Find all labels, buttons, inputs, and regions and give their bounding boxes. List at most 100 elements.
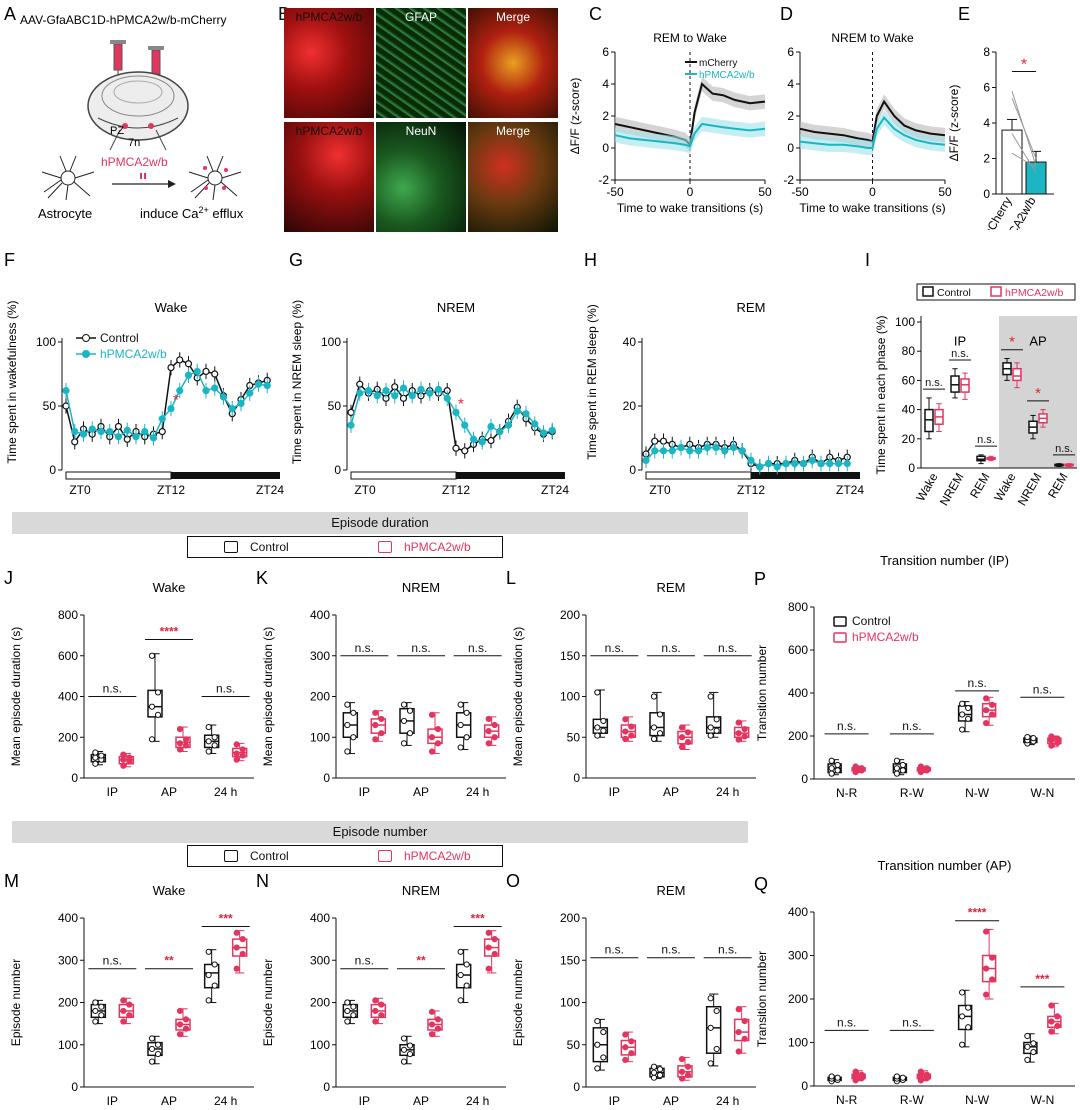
y-tick-label: 400 [58, 690, 78, 704]
chart-title: Transition number (IP) [880, 553, 1009, 568]
data-point [176, 1031, 184, 1038]
data-point [98, 1012, 105, 1019]
data-point [193, 367, 201, 376]
data-point [773, 463, 781, 471]
panel-f: F Wake 0 50 100 Time spent in wakefulness (%)… [4, 250, 284, 497]
data-point [114, 433, 123, 441]
y-tick-label: 20 [623, 399, 637, 413]
sig-label: *** [471, 911, 485, 925]
data-point [828, 757, 835, 764]
brain-slice-icon [87, 71, 189, 151]
phase-label: AP [1029, 333, 1046, 348]
data-point [211, 742, 218, 749]
y-axis-label: ΔF/F (z-score) [568, 78, 582, 155]
data-point [1030, 1040, 1037, 1047]
series-line [614, 122, 766, 148]
data-point [106, 428, 114, 436]
data-point [457, 948, 464, 955]
legend-marker [82, 350, 90, 358]
micrograph-label: Merge [495, 10, 530, 24]
data-point [491, 936, 498, 943]
x-tick-label: N-R [836, 1093, 858, 1107]
data-point [741, 733, 748, 740]
data-point [344, 1007, 351, 1015]
pump-label: hPMCA2w/b [101, 155, 168, 169]
x-tick-label: ZT12 [157, 483, 185, 497]
sig-label: ** [416, 954, 426, 968]
sig-label: n.s. [411, 641, 430, 655]
data-point [989, 701, 996, 708]
data-point [713, 727, 720, 734]
data-point [989, 954, 996, 961]
box [957, 1004, 973, 1031]
y-tick-label: 2 [983, 152, 990, 166]
panel-p: P Transition number (IP) 0 200 400 600 800 Tran… [754, 553, 1075, 800]
sig-label: n.s. [837, 1015, 856, 1029]
panel-m: M Wake 0 100 200 300 400 Episode number IP n.s. AP… [4, 871, 254, 1108]
y-tick-label: 80 [902, 344, 916, 358]
legend-label: Control [100, 331, 139, 345]
data-point [834, 761, 841, 769]
data-point [1030, 1048, 1037, 1056]
data-point [184, 360, 193, 368]
data-point [344, 701, 351, 708]
data-point [148, 1035, 156, 1042]
data-point [622, 1044, 629, 1051]
chart-title: Wake [153, 883, 186, 898]
legend-label: hPMCA2w/b [699, 70, 755, 81]
legend-swatch [833, 616, 847, 627]
x-tick-label: ZT0 [354, 483, 376, 497]
data-point [428, 748, 436, 755]
y-tick-label: 100 [321, 335, 341, 349]
x-tick-label: AP [413, 785, 429, 799]
sig-label: n.s. [661, 641, 680, 655]
data-point [707, 1024, 714, 1031]
panel-letter: I [865, 250, 870, 270]
data-point [656, 711, 664, 718]
sig-label: ** [164, 954, 174, 968]
y-tick-label: 2 [602, 109, 609, 123]
data-point [406, 730, 414, 737]
data-point [211, 734, 218, 741]
data-point [408, 392, 416, 400]
legend-box: Control hPMCA2w/b [187, 845, 503, 867]
astrocyte-icon [41, 155, 95, 201]
y-tick-label: 200 [560, 911, 580, 925]
x-tick-label: AP [413, 1094, 429, 1108]
micrograph-label: GFAP [404, 10, 437, 24]
data-point [158, 415, 166, 423]
data-point [457, 701, 464, 708]
data-point [120, 1007, 127, 1015]
data-point [372, 1018, 379, 1025]
data-point [205, 948, 212, 955]
data-point [983, 965, 990, 972]
data-point [182, 742, 190, 749]
panel-i: I Control hPMCA2w/b 0 20 40 60 80 100 Time spent … [865, 250, 1077, 508]
data-point [434, 385, 443, 393]
data-point [594, 1065, 601, 1072]
data-point [428, 1008, 436, 1015]
banner-label: Episode number [332, 824, 428, 839]
data-point [356, 389, 364, 397]
box [1023, 1041, 1038, 1055]
data-point [92, 1018, 99, 1025]
data-point [1054, 1022, 1061, 1030]
data-point [735, 730, 742, 737]
panel-a: A AAV-GfaABC1D-hPMCA2w/b-mCherry PZ 7n [4, 4, 244, 220]
data-point [461, 421, 469, 429]
data-point [917, 1068, 924, 1075]
y-tick-label: 0 [629, 463, 636, 477]
data-point [899, 1074, 906, 1081]
y-axis-label: Time spent in each phase (%) [874, 316, 888, 475]
y-tick-label: 0 [323, 771, 330, 785]
arrow-right-icon [112, 173, 176, 188]
y-tick-label: 0 [573, 1080, 580, 1094]
data-point [434, 1025, 442, 1032]
y-tick-label: 100 [36, 335, 56, 349]
data-point [843, 460, 851, 468]
x-tick-label: R-W [900, 1093, 925, 1107]
legend-label: hPMCA2w/b [852, 630, 919, 644]
data-point [378, 730, 385, 737]
data-point [373, 392, 381, 400]
